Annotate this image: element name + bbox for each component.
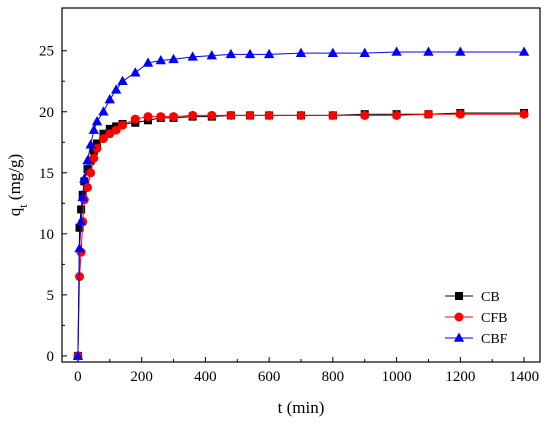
data-point-cfb	[519, 109, 529, 119]
data-point-cfb	[130, 114, 140, 124]
data-point-cbf	[85, 139, 96, 149]
data-point-cfb	[392, 110, 402, 120]
data-point-cfb	[89, 153, 99, 163]
data-point-cfb	[92, 143, 102, 153]
data-point-cfb	[423, 109, 433, 119]
data-point-cbf	[104, 94, 115, 104]
legend-label-cb: CB	[481, 290, 500, 305]
data-point-cbf	[359, 47, 370, 57]
legend: CB CFB CBF	[445, 290, 508, 347]
x-tick-label-800: 800	[322, 369, 345, 385]
data-point-cbf	[391, 46, 402, 56]
series-line-cbf	[77, 51, 525, 356]
data-point-cfb	[296, 110, 306, 120]
y-tick-label-0: 0	[47, 349, 55, 365]
data-point-cbf	[327, 47, 339, 57]
data-point-cfb	[360, 110, 370, 120]
data-point-cfb	[118, 120, 128, 130]
data-point-cbf	[88, 124, 100, 134]
data-point-cbf	[98, 106, 109, 116]
x-axis-title: t (min)	[278, 398, 325, 417]
data-point-cfb	[226, 110, 236, 120]
legend-marker-cb	[455, 292, 463, 300]
x-tick-label-400: 400	[194, 369, 217, 385]
plot-frame	[61, 7, 541, 363]
data-point-cbf	[263, 48, 275, 59]
data-point-cbf	[142, 57, 154, 67]
data-point-cbf	[79, 173, 90, 183]
data-point-cbf	[91, 116, 103, 126]
y-axis-title-main: q	[5, 207, 24, 216]
data-point-cb	[99, 129, 108, 138]
data-point-cfb	[188, 110, 198, 120]
data-point-cbf	[117, 75, 128, 86]
data-point-cb	[105, 124, 114, 133]
y-axis-title-unit: (mg/g)	[5, 154, 24, 205]
x-tick-label-1400: 1400	[509, 369, 539, 385]
x-tick-label-200: 200	[130, 369, 153, 385]
data-point-cfb	[264, 110, 274, 120]
data-point-cbf	[295, 47, 307, 57]
data-point-cbf	[244, 48, 256, 59]
tick-layer: 0 200 400 600 800 1000 1200 1400 0 5 10 15 20 25	[39, 44, 539, 385]
data-point-cfb	[169, 112, 179, 122]
x-tick-label-600: 600	[258, 369, 281, 385]
data-point-cfb	[328, 110, 338, 120]
x-tick-label-1200: 1200	[445, 369, 475, 385]
data-point-cfb	[86, 168, 96, 178]
legend-marker-cfb	[454, 312, 464, 322]
data-point-cbf	[75, 216, 87, 226]
series-cfb	[73, 109, 529, 361]
data-point-cb	[75, 223, 84, 232]
legend-label-cfb: CFB	[481, 311, 507, 326]
data-point-cbf	[110, 84, 122, 94]
data-point-cb	[77, 205, 86, 214]
series-cb	[73, 108, 529, 360]
data-point-cfb	[82, 182, 92, 192]
x-tick-label-0: 0	[74, 369, 82, 385]
y-tick-label-15: 15	[39, 166, 54, 182]
data-point-cbf	[455, 46, 466, 56]
data-point-cbf	[168, 53, 179, 64]
data-point-cbf	[155, 54, 166, 65]
series-cbf	[72, 46, 530, 360]
data-point-cbf	[130, 67, 141, 77]
data-point-cfb	[98, 134, 108, 144]
data-point-cbf	[77, 191, 88, 202]
data-point-cbf	[518, 46, 530, 56]
data-point-cbf	[187, 51, 198, 61]
y-axis-title: qt (mg/g)	[5, 154, 30, 216]
x-tick-label-1000: 1000	[382, 369, 412, 385]
data-point-cfb	[245, 110, 255, 120]
y-tick-label-10: 10	[39, 227, 54, 243]
data-point-cfb	[156, 112, 166, 122]
data-point-cbf	[206, 50, 217, 60]
data-point-cbf	[72, 350, 84, 360]
y-tick-label-20: 20	[39, 105, 54, 121]
data-point-cfb	[143, 112, 153, 122]
data-point-cbf	[74, 242, 85, 253]
y-tick-label-25: 25	[39, 44, 54, 60]
data-point-cfb	[111, 125, 121, 135]
data-point-cfb	[455, 109, 465, 119]
data-point-cbf	[82, 155, 93, 165]
legend-marker-cbf	[453, 332, 465, 342]
y-axis-title-subscript: t	[16, 204, 30, 208]
data-point-cb	[83, 165, 92, 174]
data-point-cbf	[225, 48, 237, 59]
data-point-cfb	[207, 110, 217, 120]
series-layer	[72, 46, 530, 361]
legend-label-cbf: CBF	[481, 332, 508, 347]
data-point-cb	[93, 139, 102, 148]
data-point-cbf	[423, 46, 434, 56]
y-tick-label-5: 5	[47, 288, 55, 304]
